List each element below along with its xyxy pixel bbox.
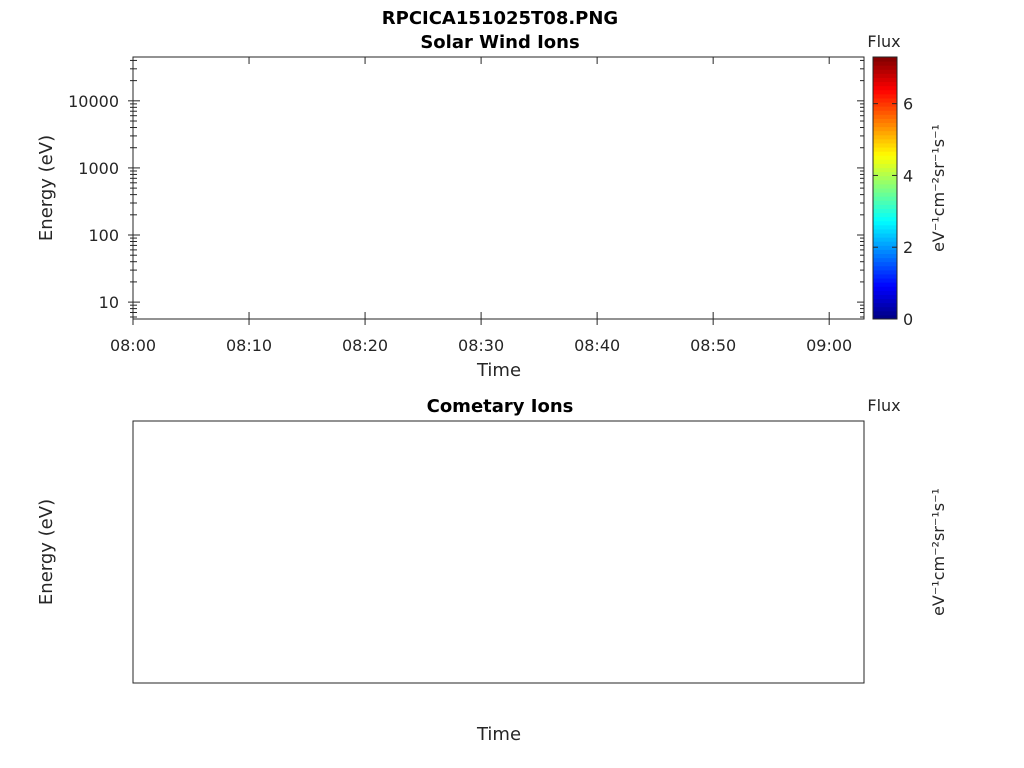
- colorbar-segment: [873, 130, 897, 136]
- plot-frame: [132, 56, 865, 320]
- y-tick-label: 10: [99, 293, 119, 312]
- colorbar-tick-label: 6: [903, 95, 913, 114]
- colorbar-segment: [873, 208, 897, 214]
- colorbar-segment: [873, 171, 897, 177]
- y-axis-label: Energy (eV): [36, 135, 57, 241]
- colorbar-segment: [873, 265, 897, 271]
- colorbar-segment: [873, 261, 897, 267]
- colorbar-segment: [873, 237, 897, 242]
- colorbar-label: eV⁻¹cm⁻²sr⁻¹s⁻¹: [929, 124, 948, 252]
- colorbar-segment: [873, 159, 897, 164]
- colorbar-segment: [873, 118, 897, 123]
- colorbar-tick-label: 2: [903, 238, 913, 257]
- colorbar-segment: [873, 224, 897, 230]
- colorbar-segment: [873, 175, 897, 181]
- colorbar-title: Flux: [867, 396, 900, 415]
- colorbar-segment: [873, 155, 897, 160]
- panel-title: Cometary Ions: [427, 396, 574, 417]
- colorbar-segment: [873, 241, 897, 246]
- colorbar-segment: [873, 216, 897, 222]
- x-tick-label: 08:50: [690, 336, 736, 355]
- colorbar-segment: [873, 298, 897, 304]
- colorbar-segment: [873, 122, 897, 128]
- x-axis-label: Time: [476, 360, 521, 381]
- colorbar-segment: [873, 282, 897, 287]
- colorbar-segment: [873, 102, 897, 107]
- colorbar-frame: [872, 56, 898, 320]
- colorbar-segment: [873, 147, 897, 152]
- colorbar-segment: [873, 204, 897, 209]
- colorbar-label: eV⁻¹cm⁻²sr⁻¹s⁻¹: [929, 488, 948, 616]
- colorbar-segment: [873, 85, 897, 91]
- colorbar-segment: [873, 110, 897, 115]
- y-axis-label: Energy (eV): [36, 499, 57, 605]
- colorbar-segment: [873, 167, 897, 173]
- colorbar-segment: [873, 142, 897, 148]
- colorbar-segment: [873, 97, 897, 103]
- panel-solar-wind-ions: Solar Wind Ions 10 100 1000 10000 08:00 08:1…: [36, 32, 948, 381]
- x-tick-label: 08:20: [342, 336, 388, 355]
- y-axis: 10 100 1000 10000: [68, 59, 864, 318]
- y-tick-label: 1000: [78, 159, 119, 178]
- colorbar-segment: [873, 151, 897, 156]
- plot-frame: [132, 420, 865, 684]
- colorbar-segment: [873, 179, 897, 185]
- colorbar-segment: [873, 93, 897, 99]
- colorbar-segment: [873, 200, 897, 205]
- colorbar-segment: [873, 188, 897, 193]
- colorbar-segment: [873, 257, 897, 263]
- colorbar-segment: [873, 89, 897, 95]
- colorbar-segment: [873, 134, 897, 140]
- colorbar-segment: [873, 249, 897, 254]
- x-tick-label: 08:30: [458, 336, 504, 355]
- colorbar-segment: [873, 61, 897, 66]
- figure-title: RPCICA151025T08.PNG: [382, 8, 618, 29]
- panel-cometary-ions: Cometary Ions Time Energy (eV) Flux eV⁻¹…: [36, 396, 948, 745]
- colorbar-segment: [873, 69, 897, 74]
- colorbar-segment: [873, 294, 897, 300]
- colorbar-segment: [873, 57, 897, 62]
- colorbar-segment: [873, 81, 897, 87]
- x-tick-label: 08:10: [226, 336, 272, 355]
- colorbar-segment: [873, 278, 897, 283]
- colorbar-segment: [873, 183, 897, 189]
- x-axis: 08:00 08:10 08:20 08:30 08:40 08:50 09:00: [110, 57, 852, 355]
- colorbar-segment: [873, 212, 897, 218]
- colorbar-segment: [873, 290, 897, 295]
- colorbar-segment: [873, 228, 897, 234]
- colorbar-segment: [873, 253, 897, 259]
- colorbar-segment: [873, 192, 897, 197]
- colorbar-tick-label: 0: [903, 310, 913, 329]
- colorbar-segment: [873, 106, 897, 111]
- colorbar-segment: [873, 220, 897, 226]
- colorbar-segment: [873, 114, 897, 119]
- colorbar-segment: [873, 138, 897, 144]
- colorbar-segment: [873, 126, 897, 132]
- colorbar-segment: [873, 163, 897, 169]
- y-tick-label: 10000: [68, 92, 119, 111]
- x-tick-label: 08:00: [110, 336, 156, 355]
- colorbar-segment: [873, 302, 897, 308]
- colorbar-segment: [873, 310, 897, 316]
- colorbar-segment: [873, 245, 897, 250]
- colorbar-segment: [873, 273, 897, 279]
- x-tick-label: 09:00: [806, 336, 852, 355]
- x-axis-label: Time: [476, 724, 521, 745]
- colorbar-segment: [873, 269, 897, 275]
- colorbar-segment: [873, 306, 897, 312]
- colorbar-segment: [873, 73, 897, 78]
- colorbar: 0 2 4 6: [872, 56, 913, 329]
- colorbar-segment: [873, 65, 897, 70]
- colorbar-segment: [873, 314, 897, 320]
- y-tick-label: 100: [88, 226, 119, 245]
- panel-title: Solar Wind Ions: [420, 32, 579, 53]
- colorbar-tick-label: 4: [903, 166, 913, 185]
- colorbar-segment: [873, 196, 897, 201]
- colorbar-segment: [873, 77, 897, 83]
- colorbar-title: Flux: [867, 32, 900, 51]
- colorbar-segment: [873, 286, 897, 291]
- x-tick-label: 08:40: [574, 336, 620, 355]
- colorbar-segment: [873, 233, 897, 238]
